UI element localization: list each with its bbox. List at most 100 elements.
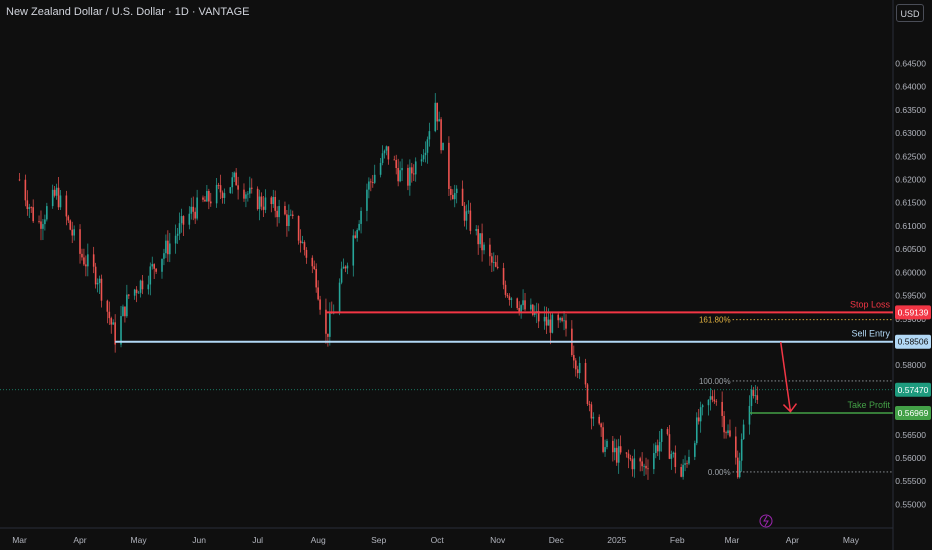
candle (223, 188, 226, 204)
candle (190, 197, 193, 220)
candle (40, 210, 42, 241)
candle (545, 306, 548, 334)
candle (502, 262, 505, 290)
candle (286, 209, 288, 237)
candle (46, 202, 48, 222)
candle (668, 424, 671, 460)
candle (165, 234, 167, 259)
candle (412, 164, 415, 182)
candle (450, 186, 452, 201)
candle (297, 215, 300, 245)
candle (379, 158, 382, 178)
candle (688, 449, 690, 466)
candle (481, 223, 483, 262)
candle (627, 449, 630, 469)
candle (329, 302, 331, 346)
candle (680, 463, 682, 478)
projection-arrow-line (779, 341, 792, 412)
candle (243, 183, 245, 202)
candle (434, 93, 437, 133)
candle (584, 358, 587, 388)
candle (639, 456, 641, 472)
x-tick-label: Mar (725, 535, 740, 545)
candle (196, 189, 198, 221)
candle (258, 189, 261, 221)
candle (235, 168, 237, 186)
candle (742, 419, 745, 440)
candle (65, 190, 68, 226)
candle (53, 185, 56, 198)
candle (625, 452, 628, 458)
candle (284, 201, 286, 216)
candle (250, 178, 253, 194)
candle (182, 215, 185, 236)
candle (452, 189, 454, 200)
candle (524, 292, 526, 312)
candle (489, 238, 491, 266)
x-tick-label: Jun (192, 535, 206, 545)
candle (94, 262, 97, 289)
candle (735, 426, 737, 465)
x-tick-label: Apr (786, 535, 799, 545)
candle (120, 305, 122, 348)
candle (180, 208, 183, 233)
x-tick-label: Oct (431, 535, 445, 545)
candle (260, 192, 263, 211)
candle (491, 252, 493, 273)
candle (151, 256, 154, 270)
x-tick-label: 2025 (607, 535, 626, 545)
candle (208, 188, 210, 210)
candle (395, 154, 398, 175)
candle (370, 178, 372, 192)
candle (215, 178, 218, 208)
candle (699, 401, 702, 433)
candle (313, 260, 316, 271)
candle (325, 298, 327, 344)
candle (366, 183, 368, 222)
candle (578, 356, 581, 380)
candle (303, 240, 306, 256)
candle (711, 390, 714, 403)
candle (167, 230, 169, 262)
candle (67, 214, 70, 224)
candle (504, 280, 507, 298)
candle (55, 183, 58, 200)
candle (344, 265, 347, 273)
candle (368, 177, 370, 199)
candle (38, 215, 40, 224)
level-price-label: 0.58506 (898, 337, 929, 347)
candle (426, 136, 429, 164)
candle (563, 310, 565, 331)
candle (414, 157, 417, 182)
candle (606, 438, 608, 450)
candle (506, 292, 509, 299)
y-tick-label: 0.56000 (895, 453, 926, 463)
candle (247, 190, 249, 202)
candle (387, 146, 390, 165)
candle (701, 403, 704, 416)
candle (559, 316, 561, 323)
candle (660, 428, 663, 452)
level-label: Take Profit (847, 400, 890, 410)
candle (573, 345, 575, 369)
last-price-badge (895, 382, 931, 397)
candle (59, 190, 62, 211)
candle (85, 255, 87, 277)
candle (641, 452, 643, 472)
candle (479, 233, 481, 248)
candle (592, 412, 595, 427)
y-tick-label: 0.58000 (895, 360, 926, 370)
candle (436, 102, 438, 131)
y-tick-label: 0.62500 (895, 151, 926, 161)
candle (81, 248, 83, 261)
candle (206, 185, 208, 202)
candle (658, 430, 661, 460)
candle (26, 190, 29, 216)
candle (340, 261, 343, 285)
candle (44, 214, 46, 231)
x-tick-label: Feb (670, 535, 685, 545)
currency-button[interactable]: USD (896, 4, 924, 22)
candle (272, 189, 275, 208)
